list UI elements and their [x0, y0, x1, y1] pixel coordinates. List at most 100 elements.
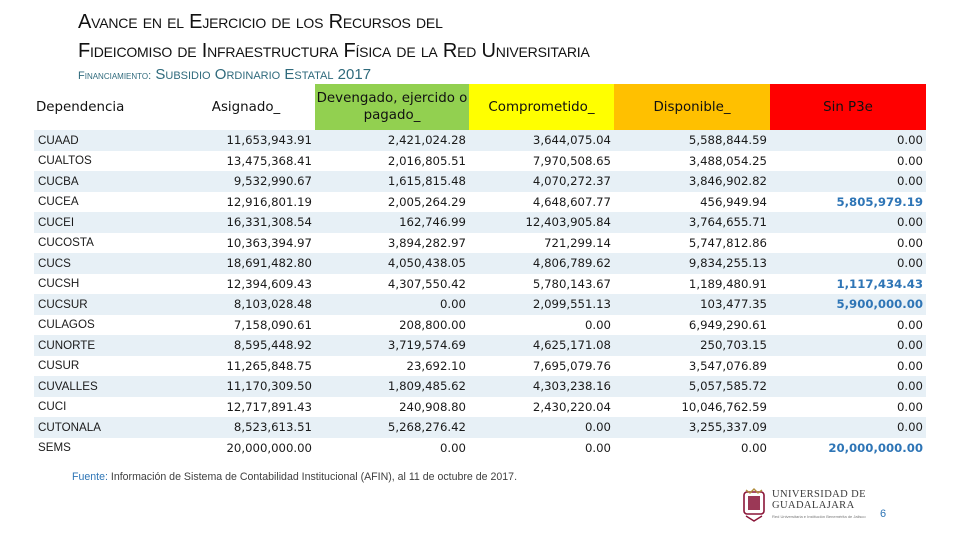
table-row: CUALTOS 13,475,368.41 2,016,805.51 7,970,50… [34, 151, 926, 172]
budget-table: Dependencia Asignado_ Devengado, ejercid… [34, 84, 926, 458]
cell-devengado: 3,894,282.97 [387, 235, 466, 250]
source-label: Fuente: [72, 471, 108, 483]
table-row: CUCOSTA 10,363,394.97 3,894,282.97 721,299.… [34, 233, 926, 254]
cell-asignado: 16,331,308.54 [177, 212, 315, 233]
cell-disponible: 6,949,290.61 [688, 317, 767, 332]
cell-devengado: 4,050,438.05 [315, 253, 469, 274]
cell-asignado: 9,532,990.67 [177, 171, 315, 192]
cell-disponible: 3,255,337.09 [614, 417, 770, 438]
cell-disponible: 5,588,844.59 [614, 130, 770, 151]
university-logo: UNIVERSIDAD DE GUADALAJARA Red Universit… [738, 486, 866, 526]
cell-dependencia: CUCBA [34, 171, 177, 192]
cell-disponible: 103,477.35 [614, 294, 770, 315]
cell-asignado: 12,916,801.19 [226, 194, 312, 209]
cell-comprometido: 4,070,272.37 [469, 171, 614, 192]
cell-devengado: 3,719,574.69 [315, 335, 469, 356]
cell-comprometido: 4,625,171.08 [469, 335, 614, 356]
cell-comprometido: 0.00 [584, 440, 611, 455]
cell-sin-p3e: 0.00 [896, 153, 923, 168]
header-comprometido: Comprometido_ [469, 84, 614, 130]
cell-disponible: 3,488,054.25 [688, 153, 767, 168]
cell-sin-p3e: 0.00 [770, 376, 926, 397]
table-row: SEMS 20,000,000.00 0.00 0.00 0.00 20,000,000.… [34, 438, 926, 459]
cell-devengado: 1,809,485.62 [315, 376, 469, 397]
cell-dependencia: CUVALLES [34, 376, 177, 397]
cell-disponible: 5,747,812.86 [688, 235, 767, 250]
logo-line-2: GUADALAJARA [772, 500, 855, 511]
cell-comprometido: 2,430,220.04 [532, 399, 611, 414]
cell-sin-p3e: 0.00 [896, 358, 923, 373]
table-row: CUCSUR 8,103,028.48 0.00 2,099,551.13 103,47… [34, 294, 926, 315]
logo-line-1: UNIVERSIDAD DE [772, 489, 866, 500]
cell-comprometido: 0.00 [469, 417, 614, 438]
cell-asignado: 11,170,309.50 [177, 376, 315, 397]
slide-title: Avance en el Ejercicio de los Recursos d… [78, 8, 590, 66]
cell-asignado: 11,265,848.75 [226, 358, 312, 373]
cell-disponible: 456,949.94 [700, 194, 767, 209]
cell-comprometido: 3,644,075.04 [469, 130, 614, 151]
cell-dependencia: CUCSUR [34, 294, 177, 315]
cell-comprometido: 4,303,238.16 [469, 376, 614, 397]
financing-subtitle: Financiamiento: Subsidio Ordinario Estat… [78, 66, 371, 83]
cell-comprometido: 12,403,905.84 [469, 212, 614, 233]
cell-sin-p3e: 5,805,979.19 [836, 194, 923, 209]
cell-disponible: 3,846,902.82 [614, 171, 770, 192]
table-row: CUVALLES 11,170,309.50 1,809,485.62 4,303,2… [34, 376, 926, 397]
header-devengado: Devengado, ejercido o pagado_ [315, 84, 469, 130]
cell-comprometido: 4,806,789.62 [469, 253, 614, 274]
cell-devengado: 240,908.80 [399, 399, 466, 414]
cell-disponible: 1,189,480.91 [688, 276, 767, 291]
cell-devengado: 2,005,264.29 [387, 194, 466, 209]
cell-sin-p3e: 0.00 [770, 130, 926, 151]
table-row: CUCI 12,717,891.43 240,908.80 2,430,220.04 1… [34, 397, 926, 418]
cell-dependencia: CUNORTE [34, 335, 177, 356]
logo-tagline: Red Universitaria e Institución Beneméri… [772, 514, 866, 519]
cell-devengado: 2,016,805.51 [387, 153, 466, 168]
cell-dependencia: CUCEA [38, 195, 79, 209]
cell-asignado: 12,394,609.43 [226, 276, 312, 291]
cell-dependencia: CUSUR [38, 359, 80, 373]
table-row: CUTONALA 8,523,613.51 5,268,276.42 0.00 3,25… [34, 417, 926, 438]
cell-comprometido: 7,970,508.65 [532, 153, 611, 168]
cell-dependencia: CUCSH [38, 277, 80, 291]
table-row: CUNORTE 8,595,448.92 3,719,574.69 4,625,171… [34, 335, 926, 356]
cell-disponible: 250,703.15 [614, 335, 770, 356]
cell-dependencia: CUCOSTA [38, 236, 94, 250]
cell-asignado: 8,523,613.51 [177, 417, 315, 438]
cell-disponible: 10,046,762.59 [681, 399, 767, 414]
cell-dependencia: CULAGOS [38, 318, 95, 332]
table-row: CUCEA 12,916,801.19 2,005,264.29 4,648,607.… [34, 192, 926, 213]
cell-dependencia: CUCI [38, 400, 67, 414]
cell-sin-p3e: 0.00 [770, 335, 926, 356]
table-row: CUCBA 9,532,990.67 1,615,815.48 4,070,272.3… [34, 171, 926, 192]
cell-sin-p3e: 1,117,434.43 [836, 276, 923, 291]
cell-dependencia: CUAAD [34, 130, 177, 151]
table-header-row: Dependencia Asignado_ Devengado, ejercid… [34, 84, 926, 130]
cell-devengado: 5,268,276.42 [315, 417, 469, 438]
table-row: CUCSH 12,394,609.43 4,307,550.42 5,780,143.… [34, 274, 926, 295]
slide-title-line-1: Avance en el Ejercicio de los Recursos d… [78, 11, 443, 33]
table-row: CULAGOS 7,158,090.61 208,800.00 0.00 6,949,2… [34, 315, 926, 336]
cell-asignado: 8,103,028.48 [177, 294, 315, 315]
cell-sin-p3e: 0.00 [770, 171, 926, 192]
cell-sin-p3e: 0.00 [770, 212, 926, 233]
cell-dependencia: CUALTOS [38, 154, 92, 168]
cell-disponible: 9,834,255.13 [614, 253, 770, 274]
cell-dependencia: CUCEI [34, 212, 177, 233]
header-dependencia: Dependencia [36, 99, 125, 115]
source-text: Información de Sistema de Contabilidad I… [107, 471, 518, 483]
cell-dependencia: CUTONALA [34, 417, 177, 438]
cell-asignado: 18,691,482.80 [177, 253, 315, 274]
table-row: CUSUR 11,265,848.75 23,692.10 7,695,079.76 3… [34, 356, 926, 377]
page-number: 6 [880, 508, 887, 520]
cell-devengado: 23,692.10 [406, 358, 466, 373]
cell-devengado: 208,800.00 [399, 317, 466, 332]
cell-asignado: 8,595,448.92 [177, 335, 315, 356]
header-disponible: Disponible_ [614, 84, 770, 130]
slide-title-line-2: Fideicomiso de Infraestructura Física de… [78, 40, 590, 62]
cell-asignado: 7,158,090.61 [233, 317, 312, 332]
header-asignado: Asignado_ [211, 99, 281, 115]
cell-asignado: 10,363,394.97 [226, 235, 312, 250]
cell-dependencia: SEMS [38, 441, 71, 455]
cell-devengado: 162,746.99 [315, 212, 469, 233]
